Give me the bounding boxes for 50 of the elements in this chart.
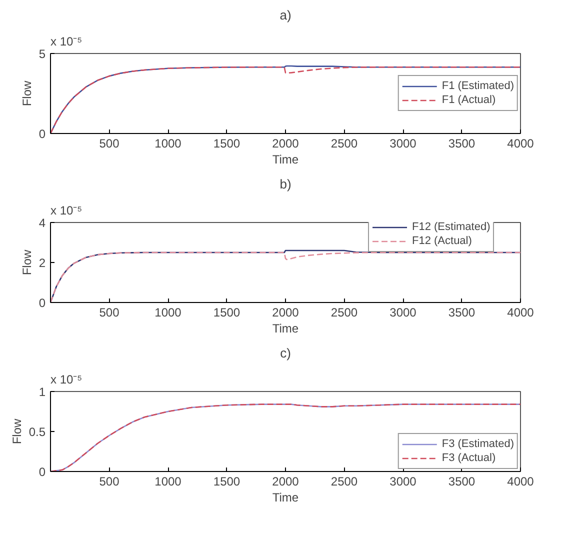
y-axis-title: Flow [10,418,24,444]
text: x 10⁻⁵ [50,34,82,48]
x-tick-label: 3000 [390,306,417,320]
y-tick-label: 2 [38,256,46,270]
y-tick-label: 5 [38,47,46,61]
y-axis-title: Flow [20,250,34,276]
y-tick-label: 1 [38,385,46,399]
legend-label: F12 (Estimated) [412,221,490,234]
chart-title: b) [280,176,292,192]
y-tick-label: 0 [38,465,46,479]
text: x 10⁻⁵ [50,204,82,218]
x-tick-label: 3500 [448,474,476,488]
x-tick-label: 500 [99,474,120,488]
x-tick-label: 2500 [330,136,358,150]
y-tick-label: 0 [38,127,46,141]
y-tick-label: 4 [38,216,46,230]
legend-label: F1 (Estimated) [442,79,514,93]
x-tick-label: 4000 [507,136,534,150]
legend-label: F12 (Actual) [412,234,472,248]
x-tick-label: 1000 [154,136,182,150]
y-tick-label: 0 [38,296,46,310]
x-tick-label: 2000 [272,474,300,488]
x-axis-title: Time [272,322,299,336]
chart-title: c) [280,346,291,360]
x-tick-label: 4000 [507,306,534,320]
y-axis-title: Flow [20,80,34,106]
x-tick-label: 1000 [154,306,182,320]
x-tick-label: 1500 [213,136,240,150]
x-tick-label: 3500 [448,136,476,150]
x-tick-label: 1000 [154,474,182,488]
legend-label: F1 (Actual) [442,93,496,107]
x-tick-label: 2000 [272,136,300,150]
x-tick-label: 500 [99,306,120,320]
chart-title: a) [280,8,292,22]
legend-label: F3 (Estimated) [442,437,514,451]
x-axis-title: Time [272,490,299,504]
y-tick-label: 0.5 [28,425,46,439]
legend-label: F3 (Actual) [442,451,496,465]
x-tick-label: 2000 [272,306,300,320]
x-tick-label: 3000 [390,136,417,150]
x-tick-label: 3000 [390,474,417,488]
x-tick-label: 3500 [448,306,476,320]
x-tick-label: 1500 [213,306,240,320]
x-tick-label: 1500 [213,474,240,488]
x-tick-label: 4000 [507,474,534,488]
text: x 10⁻⁵ [50,372,82,386]
x-tick-label: 2500 [330,306,358,320]
x-tick-label: 500 [99,136,120,150]
x-tick-label: 2500 [330,474,358,488]
x-axis-title: Time [272,152,299,166]
